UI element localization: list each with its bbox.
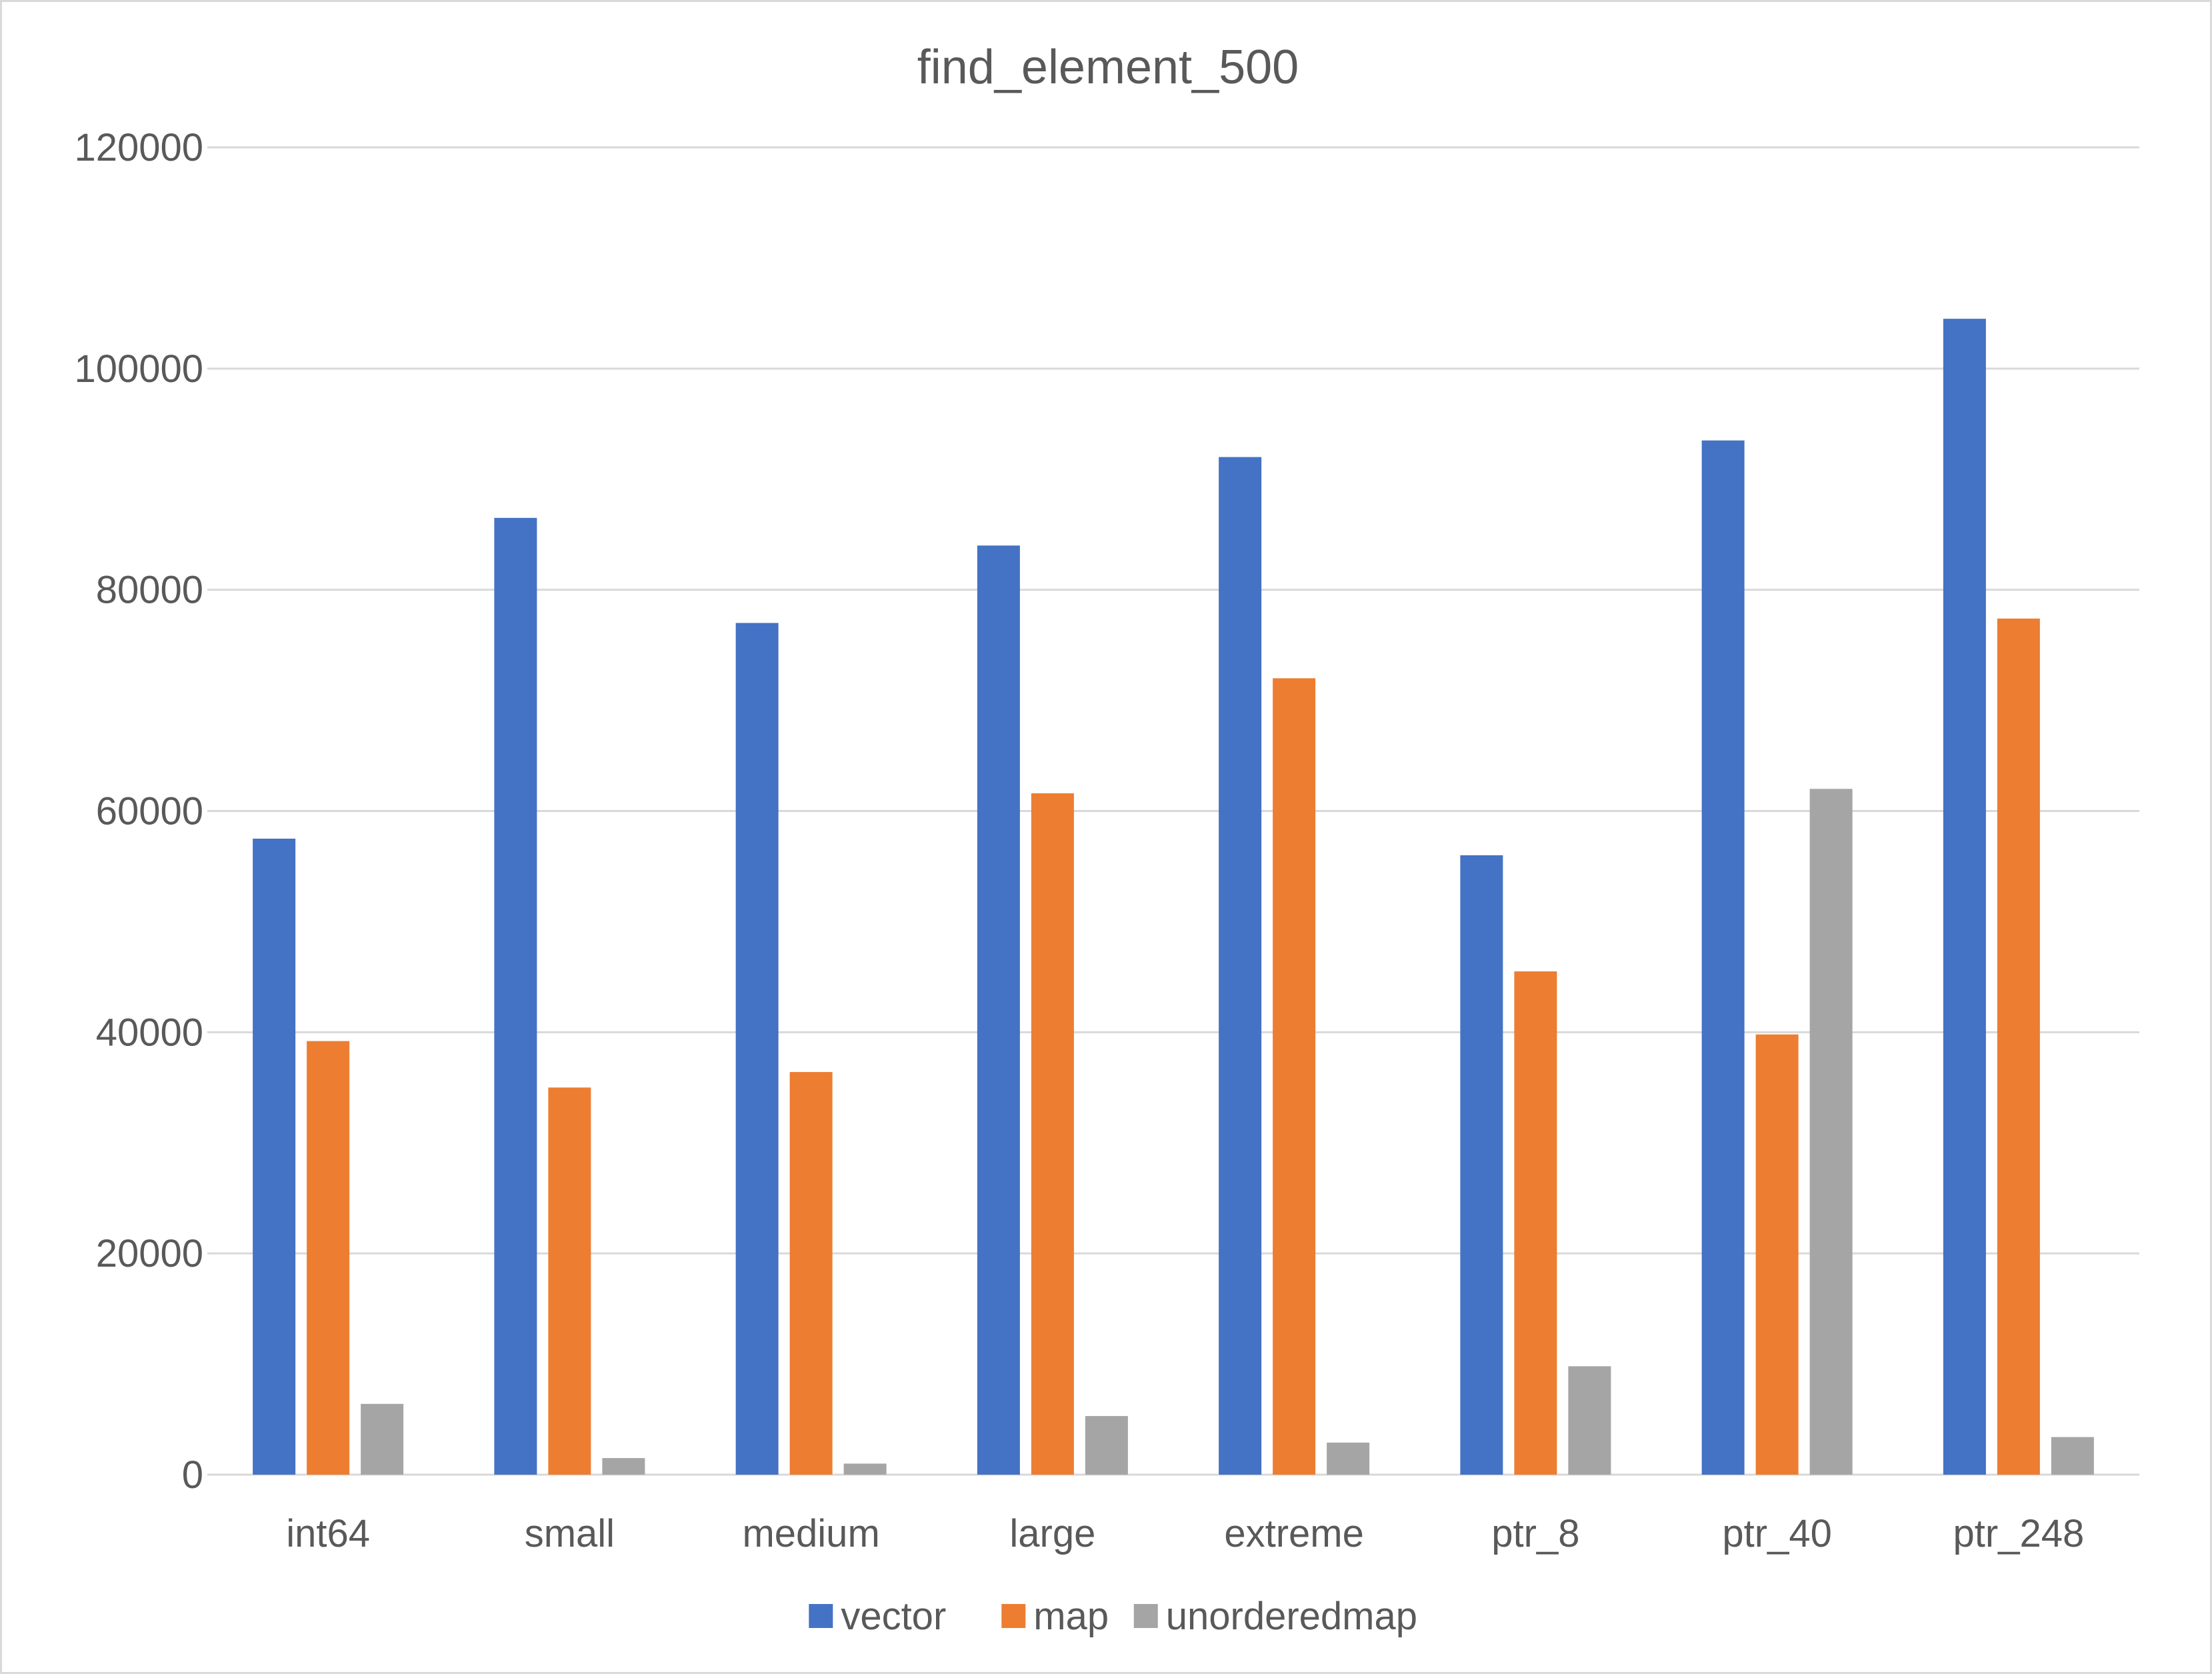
bar-vector-small [494,517,537,1475]
x-tick-label: extreme [1224,1512,1364,1555]
legend: vector map unorderedmap [809,1595,1417,1638]
bar-map-small [548,1087,591,1475]
bar-map-ptr_248 [1997,618,2040,1475]
bars [253,319,2094,1475]
legend-swatch [1133,1604,1158,1628]
y-tick-label: 100000 [74,347,203,391]
bar-vector-int64 [253,838,296,1475]
x-tick-label: ptr_40 [1722,1512,1831,1555]
bar-vector-medium [735,623,779,1475]
bar-map-large [1031,793,1074,1475]
x-axis-tick-labels: int64 small medium large extreme ptr_8 ptr_40 p… [286,1512,2084,1555]
bar-unorderedmap-medium [843,1463,887,1475]
bar-vector-large [977,545,1020,1475]
x-tick-label: medium [742,1512,879,1555]
bar-vector-ptr_248 [1943,319,1986,1475]
chart-title: find_element_500 [917,41,1299,94]
legend-label: map [1033,1595,1109,1638]
bar-map-extreme [1273,678,1316,1475]
bar-map-int64 [307,1041,350,1475]
bar-unorderedmap-extreme [1327,1442,1370,1475]
x-tick-label: ptr_248 [1953,1512,2085,1555]
y-tick-label: 40000 [96,1011,203,1054]
y-axis-tick-labels: 0 20000 40000 60000 80000 100000 120000 [74,126,203,1497]
bar-map-medium [789,1072,833,1475]
bar-vector-ptr_8 [1460,855,1503,1475]
y-tick-label: 0 [182,1453,203,1497]
bar-unorderedmap-int64 [361,1403,404,1475]
legend-swatch [1001,1604,1026,1628]
bar-vector-ptr_40 [1701,440,1745,1475]
legend-swatch [809,1604,833,1628]
y-tick-label: 60000 [96,790,203,833]
bar-map-ptr_40 [1755,1034,1799,1475]
legend-item-vector: vector [809,1595,946,1638]
bar-unorderedmap-small [602,1458,645,1475]
bar-unorderedmap-ptr_40 [1809,789,1853,1475]
y-tick-label: 120000 [74,126,203,169]
bar-unorderedmap-large [1085,1416,1128,1475]
bar-vector-extreme [1219,457,1262,1475]
bar-unorderedmap-ptr_8 [1568,1366,1611,1475]
x-tick-label: int64 [286,1512,370,1555]
x-tick-label: large [1009,1512,1095,1555]
legend-item-unorderedmap: unorderedmap [1133,1595,1417,1638]
bar-unorderedmap-ptr_248 [2051,1437,2094,1475]
legend-item-map: map [1001,1595,1109,1638]
legend-label: unorderedmap [1166,1595,1417,1638]
x-tick-label: ptr_8 [1491,1512,1579,1555]
bar-map-ptr_8 [1514,971,1557,1475]
legend-label: vector [841,1595,946,1638]
y-tick-label: 20000 [96,1232,203,1275]
x-tick-label: small [525,1512,615,1555]
y-tick-label: 80000 [96,569,203,612]
